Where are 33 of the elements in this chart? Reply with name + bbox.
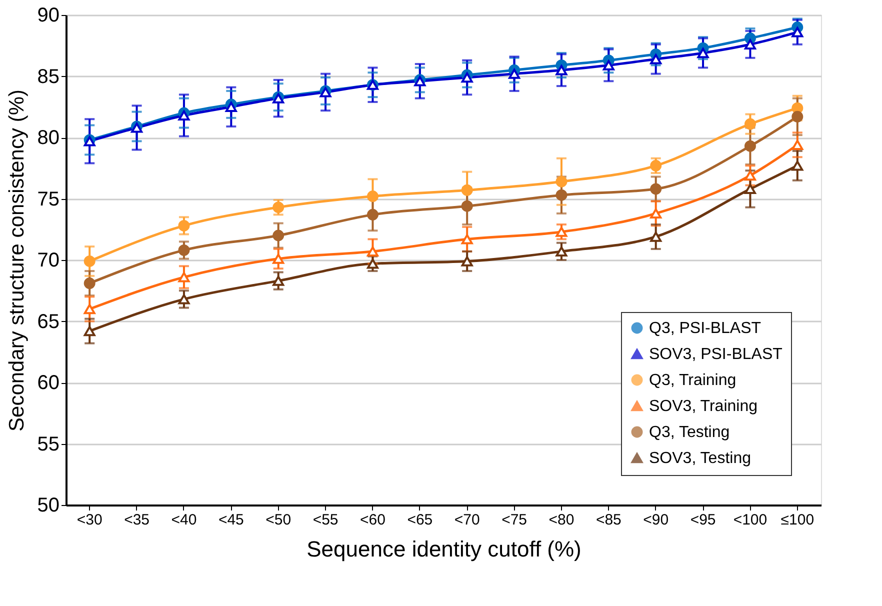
y-tick-label: 75 (37, 188, 60, 210)
x-tick-label: ≤100 (780, 512, 814, 528)
x-tick-label: <95 (690, 512, 716, 528)
y-tick-label: 90 (37, 4, 60, 26)
legend-label: SOV3, PSI-BLAST (649, 346, 783, 363)
x-tick-label: <90 (643, 512, 669, 528)
x-tick-label: <35 (124, 512, 150, 528)
x-tick-label: <45 (218, 512, 244, 528)
y-tick-label: 50 (37, 494, 60, 516)
y-tick-label: 85 (37, 66, 60, 88)
x-tick-label: <70 (454, 512, 480, 528)
x-tick-label: <55 (312, 512, 338, 528)
y-tick-label: 55 (37, 433, 60, 456)
y-tick-label: 70 (37, 250, 60, 272)
x-tick-label: <100 (733, 512, 768, 528)
legend-label: Q3, PSI-BLAST (649, 320, 762, 337)
legend-label: SOV3, Testing (649, 450, 751, 467)
y-axis-title: Secondary structure consistency (%) (5, 90, 28, 432)
x-tick-label: <60 (360, 512, 386, 528)
legend-label: Q3, Training (649, 372, 736, 389)
x-tick-label: <50 (266, 512, 292, 528)
x-tick-label: <85 (596, 512, 622, 528)
x-tick-label: <80 (548, 512, 574, 528)
x-tick-label: <75 (502, 512, 528, 528)
y-tick-label: 80 (37, 127, 60, 149)
x-tick-label: <30 (76, 512, 102, 528)
x-axis-title: Sequence identity cutoff (%) (306, 536, 582, 562)
legend-label: SOV3, Training (649, 398, 758, 415)
y-tick-label: 65 (37, 310, 60, 333)
legend-label: Q3, Testing (649, 424, 730, 441)
x-tick-label: <65 (407, 512, 433, 528)
x-tick-label: <40 (171, 512, 197, 528)
y-tick-label: 60 (37, 372, 60, 394)
